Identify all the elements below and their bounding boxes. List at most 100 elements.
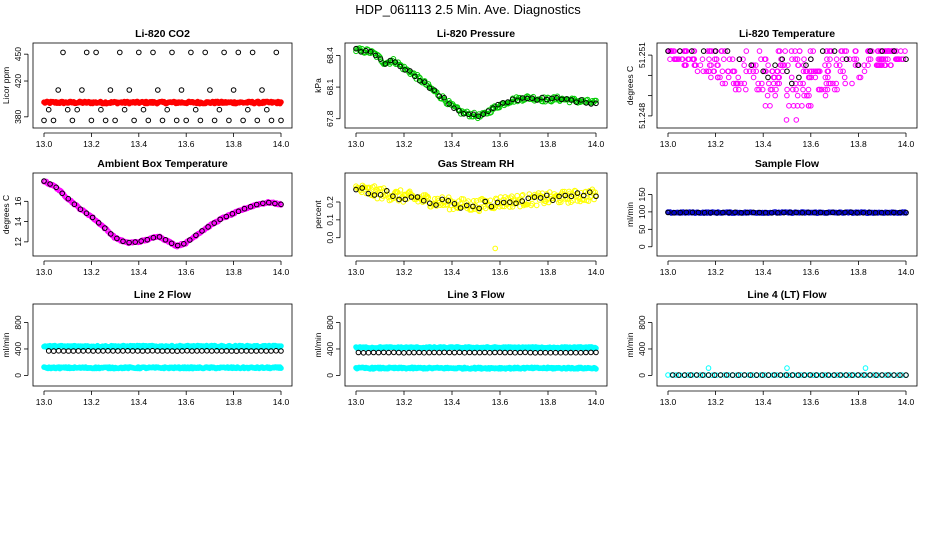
data-point xyxy=(794,92,801,99)
data-point xyxy=(879,372,885,378)
data-point xyxy=(441,94,448,101)
data-point xyxy=(825,372,832,378)
data-point xyxy=(145,117,152,124)
data-point xyxy=(709,372,716,379)
data-point xyxy=(774,80,781,87)
data-point xyxy=(562,192,569,199)
y-tick-label: 0.0 xyxy=(325,232,335,244)
data-point xyxy=(841,74,848,81)
data-point xyxy=(730,68,737,75)
data-point xyxy=(736,56,743,63)
data-point xyxy=(697,62,704,68)
data-point xyxy=(867,56,874,63)
data-point xyxy=(670,372,676,378)
x-tick-label: 13.0 xyxy=(660,397,677,407)
x-tick-label: 13.6 xyxy=(178,267,195,277)
data-point xyxy=(689,48,695,54)
x-tick-label: 13.8 xyxy=(540,267,557,277)
data-point xyxy=(732,209,738,216)
data-point xyxy=(426,349,433,356)
data-point xyxy=(833,80,840,87)
data-point xyxy=(529,200,535,207)
data-point xyxy=(479,195,485,202)
x-tick-label: 13.0 xyxy=(348,139,365,149)
data-point xyxy=(353,45,359,52)
data-point xyxy=(781,209,787,216)
panel-line3: Line 3 Flow 13.0 13.2 13.4 13.6 13.8 14.0 0 400 8… xyxy=(313,289,608,407)
data-point xyxy=(77,206,84,212)
data-point xyxy=(454,204,460,211)
data-point xyxy=(436,93,443,99)
panel-co2: Li-820 CO2 13.0 13.2 13.4 13.6 13.8 14.0 380 420… xyxy=(1,28,293,149)
data-point xyxy=(701,209,708,216)
data-point xyxy=(806,92,812,99)
data-point xyxy=(782,48,789,54)
data-point xyxy=(229,211,236,217)
data-point xyxy=(706,62,713,68)
data-point xyxy=(240,117,246,124)
data-point xyxy=(573,349,579,356)
data-point xyxy=(852,48,859,54)
series-red xyxy=(41,98,284,107)
data-point xyxy=(885,372,891,378)
data-point xyxy=(502,194,509,200)
data-point xyxy=(735,74,742,81)
data-point xyxy=(725,74,732,81)
data-point xyxy=(446,349,453,356)
data-point xyxy=(578,97,585,103)
data-point xyxy=(112,117,118,124)
data-point xyxy=(853,56,860,63)
data-point xyxy=(735,372,742,378)
data-point xyxy=(759,372,766,378)
data-point xyxy=(741,80,748,87)
data-point xyxy=(519,192,525,199)
data-point xyxy=(587,189,593,195)
x-tick-label: 13.2 xyxy=(707,139,724,149)
panel-licor_temp: Li-820 Temperature 13.0 13.2 13.4 13.6 13.8 14… xyxy=(625,28,918,149)
data-point xyxy=(683,62,689,68)
data-point xyxy=(353,186,359,193)
data-point xyxy=(711,372,718,378)
y-tick-label: 12 xyxy=(13,237,23,247)
data-point xyxy=(211,220,217,226)
series-cyan xyxy=(353,364,599,372)
data-point xyxy=(827,80,834,87)
data-point xyxy=(792,56,799,63)
data-point xyxy=(784,86,790,93)
series-cyan xyxy=(41,364,284,372)
data-point xyxy=(754,86,760,93)
x-tick-label: 13.2 xyxy=(396,397,413,407)
data-point xyxy=(209,348,215,354)
data-point xyxy=(69,117,76,124)
data-point xyxy=(843,56,850,63)
data-point xyxy=(846,372,853,378)
data-point xyxy=(903,209,909,216)
y-tick-label: 14 xyxy=(13,217,23,227)
data-point xyxy=(427,200,433,207)
data-point xyxy=(708,74,714,81)
y-tick-label: 0 xyxy=(637,373,647,378)
data-point xyxy=(431,87,438,93)
data-point xyxy=(841,48,848,54)
data-point xyxy=(897,372,903,378)
data-point xyxy=(776,80,783,87)
plot-frame xyxy=(32,303,293,387)
data-point xyxy=(831,372,838,378)
plot-frame xyxy=(344,172,608,257)
data-point xyxy=(470,111,477,118)
data-point xyxy=(756,48,763,54)
data-point xyxy=(495,101,501,108)
data-point xyxy=(74,106,80,113)
data-point xyxy=(768,210,775,216)
data-point xyxy=(131,117,137,124)
data-point xyxy=(840,68,846,75)
data-point xyxy=(830,80,836,87)
data-point xyxy=(808,74,815,81)
data-point xyxy=(789,372,796,378)
data-point xyxy=(188,49,194,56)
y-tick-label: 100 xyxy=(637,205,647,219)
x-tick-label: 13.0 xyxy=(348,397,365,407)
data-point xyxy=(833,62,840,68)
data-point xyxy=(685,56,691,63)
